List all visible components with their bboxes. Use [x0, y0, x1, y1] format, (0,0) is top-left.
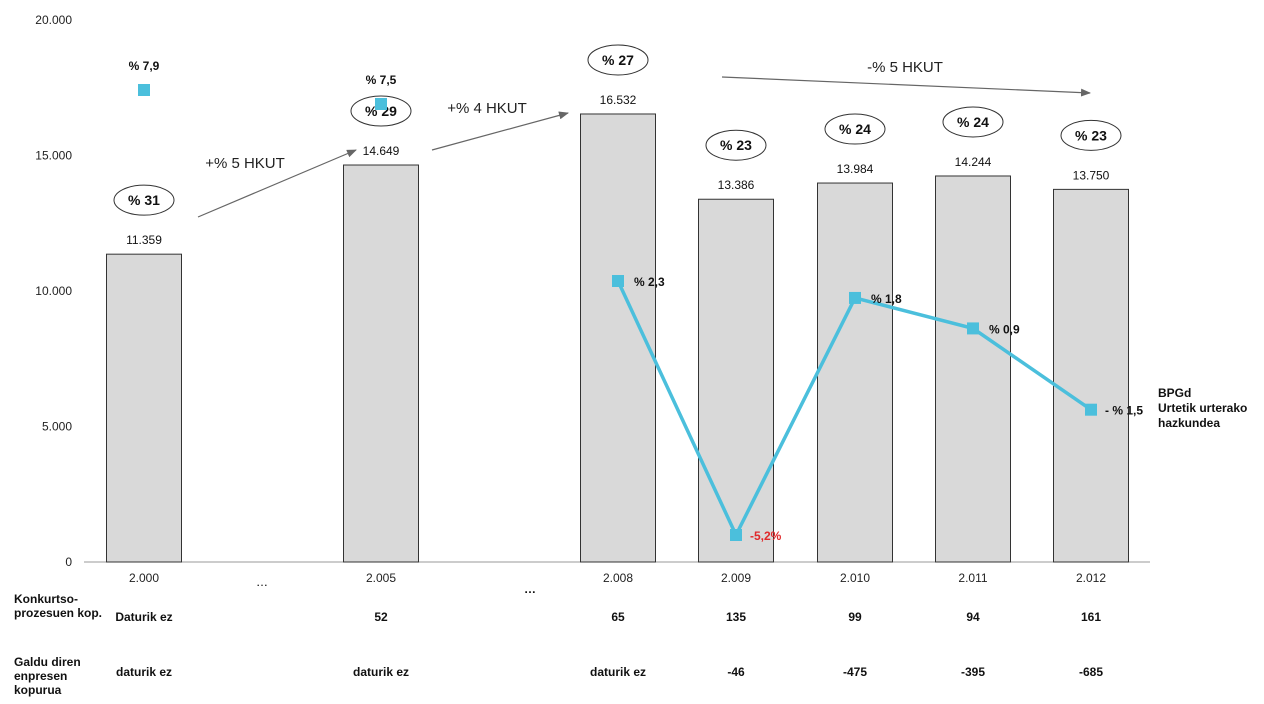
- growth-marker: [612, 275, 624, 287]
- table-cell-galdu: daturik ez: [589, 665, 646, 679]
- bar-value-label: 16.532: [600, 93, 637, 107]
- share-ellipse: [587, 44, 649, 76]
- growth-series: % 7,9 % 7,5 % 2,3 -5,2% % 1,8 % 0,9 - % 1,5: [129, 59, 1144, 543]
- share-label: % 29: [365, 103, 397, 119]
- trend-arrow: [197, 149, 357, 218]
- table-cell-konkurtso: 99: [848, 610, 862, 624]
- bar-value-label: 14.649: [363, 144, 400, 158]
- growth-marker: [375, 98, 387, 110]
- row-label-galdu: Galdu diren enpresen kopurua: [14, 655, 81, 697]
- growth-label: % 0,9: [989, 322, 1020, 336]
- x-tick-label: 2.008: [603, 571, 633, 585]
- y-tick-label: 0: [65, 555, 72, 569]
- share-ellipse: [705, 129, 767, 161]
- x-tick-label: …: [256, 575, 268, 589]
- growth-label: % 2,3: [634, 275, 665, 289]
- growth-marker: [730, 529, 742, 541]
- trend-label: +% 4 HKUT: [447, 100, 527, 117]
- share-label: % 24: [839, 121, 871, 137]
- legend: BPGd Urtetik urterako hazkundea: [1158, 386, 1262, 431]
- trend-arrow: [431, 111, 569, 151]
- legend-line-1: BPGd: [1158, 386, 1192, 400]
- share-label: % 23: [720, 137, 752, 153]
- growth-marker: [1085, 403, 1097, 416]
- share-ellipse: [824, 113, 886, 145]
- x-tick-label: …: [256, 575, 268, 589]
- x-tick-label: 2.012: [1076, 571, 1106, 585]
- table-cell-konkurtso: Daturik ez: [115, 610, 173, 624]
- annotations-group: +% 5 HKUT +% 4 HKUT -% 5 HKUT: [197, 59, 1091, 218]
- bar: [1053, 188, 1129, 563]
- table-cell-konkurtso: 135: [725, 610, 747, 624]
- table-cell-konkurtso: 94: [966, 610, 980, 624]
- table-cell-galdu: -685: [1078, 665, 1104, 679]
- table-cell-konkurtso: 65: [611, 610, 625, 624]
- y-tick-label: 15.000: [35, 149, 72, 163]
- y-tick-label: 5.000: [42, 420, 72, 434]
- table-cell-galdu: -46: [727, 665, 745, 679]
- x-tick-label: 2.000: [129, 571, 159, 585]
- bar-value-label: 13.750: [1073, 168, 1110, 182]
- table-cell-galdu: -395: [960, 665, 986, 679]
- y-tick-label: 10.000: [35, 284, 72, 298]
- share-label: % 31: [128, 192, 160, 208]
- share-ellipse: [113, 184, 175, 216]
- bar: [935, 175, 1011, 563]
- bar-value-label: 11.359: [126, 233, 162, 247]
- growth-label: % 7,5: [366, 73, 397, 87]
- bar-value-label: 13.984: [837, 162, 874, 176]
- share-ellipse: [350, 95, 412, 127]
- x-tick-label: 2.010: [840, 571, 870, 585]
- share-label: % 27: [602, 52, 634, 68]
- share-label: % 23: [1075, 127, 1107, 143]
- growth-label: -5,2%: [750, 529, 782, 543]
- bar: [817, 182, 893, 563]
- table-cell-galdu: daturik ez: [352, 665, 409, 679]
- bar-value-label: 13.386: [718, 178, 755, 192]
- growth-marker: [138, 84, 150, 96]
- table-cell-galdu: daturik ez: [115, 665, 172, 679]
- bars-group: 11.359 % 31 14.649 % 29 16.532 % 27 13.386 % 23…: [106, 44, 1129, 563]
- table-ellipsis: …: [524, 582, 536, 596]
- bar-value-label: 14.244: [955, 155, 992, 169]
- trend-arrow: [721, 76, 1091, 97]
- growth-label: - % 1,5: [1105, 404, 1143, 418]
- growth-label: % 1,8: [871, 292, 902, 306]
- x-tick-label: 2.009: [721, 571, 751, 585]
- x-tick-label: 2.005: [366, 571, 396, 585]
- table-cell-galdu: -475: [842, 665, 868, 679]
- legend-line-3: hazkundea: [1158, 416, 1221, 430]
- trend-label: +% 5 HKUT: [205, 155, 285, 172]
- legend-line-2: Urtetik urterako: [1158, 401, 1248, 415]
- table-cell-konkurtso: 52: [374, 610, 388, 624]
- growth-marker: [849, 291, 861, 304]
- row-label-konkurtso: Konkurtso-prozesuen kop.: [14, 592, 103, 620]
- bar: [698, 198, 774, 563]
- share-label: % 24: [957, 114, 989, 130]
- share-ellipse: [942, 106, 1004, 138]
- y-tick-label: 20.000: [35, 13, 72, 27]
- x-tick-label: 2.011: [958, 571, 987, 585]
- trend-label: -% 5 HKUT: [867, 59, 943, 76]
- bar: [106, 253, 182, 563]
- growth-marker: [967, 322, 979, 335]
- bar: [343, 164, 419, 563]
- share-ellipse: [1060, 119, 1122, 151]
- table-cell-konkurtso: 161: [1080, 610, 1102, 624]
- growth-label: % 7,9: [129, 59, 160, 73]
